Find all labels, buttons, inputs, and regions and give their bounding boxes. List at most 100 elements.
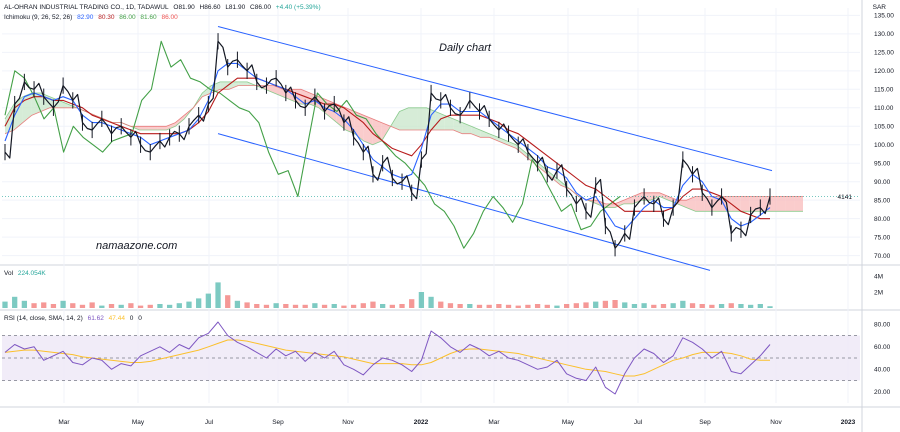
ichimoku-cloud-segment [480,129,490,138]
ichimoku-cloud-segment [363,115,373,145]
volume-bar [757,304,763,308]
volume-bar [689,303,696,308]
ichimoku-cloud-segment [265,85,274,93]
ichimoku-cloud-segment [229,81,239,90]
volume-bar [534,304,541,308]
volume-bar [21,300,28,308]
volume-tick-label: 4M [874,273,883,280]
volume-bar [709,304,715,308]
ichimoku-cloud-segment [498,137,508,145]
kijun-sen-line [4,77,770,220]
volume-value: 224.054K [17,270,46,277]
time-axis-label: May [562,419,575,426]
ichimoku-cloud-segment [695,196,705,212]
volume-bar [128,303,134,308]
volume-bar [418,292,425,308]
ichimoku-cloud-segment [507,141,517,149]
volume-bar [312,303,318,308]
volume-bar [380,304,386,308]
time-axis-label: 2022 [414,419,429,426]
ichimoku-cloud-segment [489,133,499,142]
ichimoku-cloud-segment [623,196,633,204]
volume-bar [118,304,124,308]
volume-bar [496,304,502,308]
rsi-ma-value: 47.44 [108,315,125,322]
currency-label: SAR [872,4,886,11]
channel-lower-line [217,133,711,271]
rsi-label[interactable]: RSI (14, close, SMA, 14, 2) [4,315,83,322]
ichimoku-cloud-segment [605,203,615,208]
price-tick-label: 95.00 [874,161,891,168]
volume-bar [612,300,618,308]
rsi-line [4,321,771,395]
price-tick-label: 75.00 [874,234,891,241]
volume-bar [31,303,37,308]
volume-bar [176,303,182,308]
volume-bar [476,304,483,308]
price-tick-label: 90.00 [874,179,891,186]
ichimoku-cloud-segment [677,200,687,208]
volume-bar [467,304,473,308]
ichimoku-label[interactable]: Ichimoku (9, 26, 52, 26) [4,14,73,21]
ichimoku-cloud-segment [13,96,23,130]
volume-bar [554,305,560,308]
ichimoku-cloud-segment [238,81,248,86]
price-tick-label: 85.00 [874,197,891,204]
volume-bar [438,301,444,308]
volume-bar [234,300,241,308]
ichimoku-cloud-segment [390,111,400,130]
volume-bar [273,303,279,308]
volume-bar [254,304,260,308]
volume-bar [341,305,347,308]
volume-bar [99,305,105,308]
volume-label[interactable]: Vol [4,270,14,277]
volume-bar [428,296,434,308]
volume-bar [263,304,270,308]
ichimoku-legend: Ichimoku (9, 26, 52, 26) 82.90 80.30 86.… [4,13,181,22]
ichimoku-cloud-segment [776,196,786,212]
volume-bar [137,305,144,308]
volume-bar [525,304,531,308]
ichimoku-cloud-segment [758,196,768,212]
volume-bar [225,295,231,308]
rsi-tick-label: 20.00 [874,389,891,396]
time-axis-label: Mar [58,419,70,426]
time-axis-label: May [132,419,145,426]
ichimoku-cloud-segment [731,196,741,212]
volume-bar [302,304,308,308]
volume-bar [409,299,415,308]
volume-bar [108,304,115,308]
volume-bar [738,304,744,308]
volume-bar [331,304,337,308]
volume-bar [641,303,647,308]
price-tick-label: 70.00 [874,253,891,260]
ichimoku-cloud-segment [704,196,714,212]
volume-legend: Vol 224.054K [4,269,49,278]
volume-bar [651,304,657,308]
ichimoku-value: 82.90 [77,14,94,21]
ichimoku-cloud-segment [785,196,795,212]
bar-countdown-label: 4141 [838,194,853,201]
symbol-line[interactable]: AL-OHRAN INDUSTRIAL TRADING CO., 1D, TAD… [4,4,169,11]
rsi-value: 61.62 [87,315,104,322]
rsi-tick-label: 80.00 [874,322,891,329]
volume-bar [283,304,289,308]
volume-bar [447,303,454,308]
ichimoku-cloud-segment [58,100,68,108]
volume-bar [196,298,202,308]
ichimoku-cloud-segment [354,111,364,142]
price-tick-label: 135.00 [874,13,894,20]
time-axis-label: Mar [488,419,500,426]
ichimoku-cloud-segment [740,196,750,212]
ohlc-change: +4.40 (+5.39%) [275,4,321,11]
volume-bar [457,304,463,308]
ohlc-close: C86.00 [250,4,271,11]
volume-bar [593,301,599,308]
time-axis-label: Nov [342,419,354,426]
volume-bar [205,293,211,308]
ichimoku-cloud-segment [444,115,454,130]
symbol-legend: AL-OHRAN INDUSTRIAL TRADING CO., 1D, TAD… [4,3,324,12]
volume-bar [360,303,366,308]
volume-bar [166,304,173,308]
